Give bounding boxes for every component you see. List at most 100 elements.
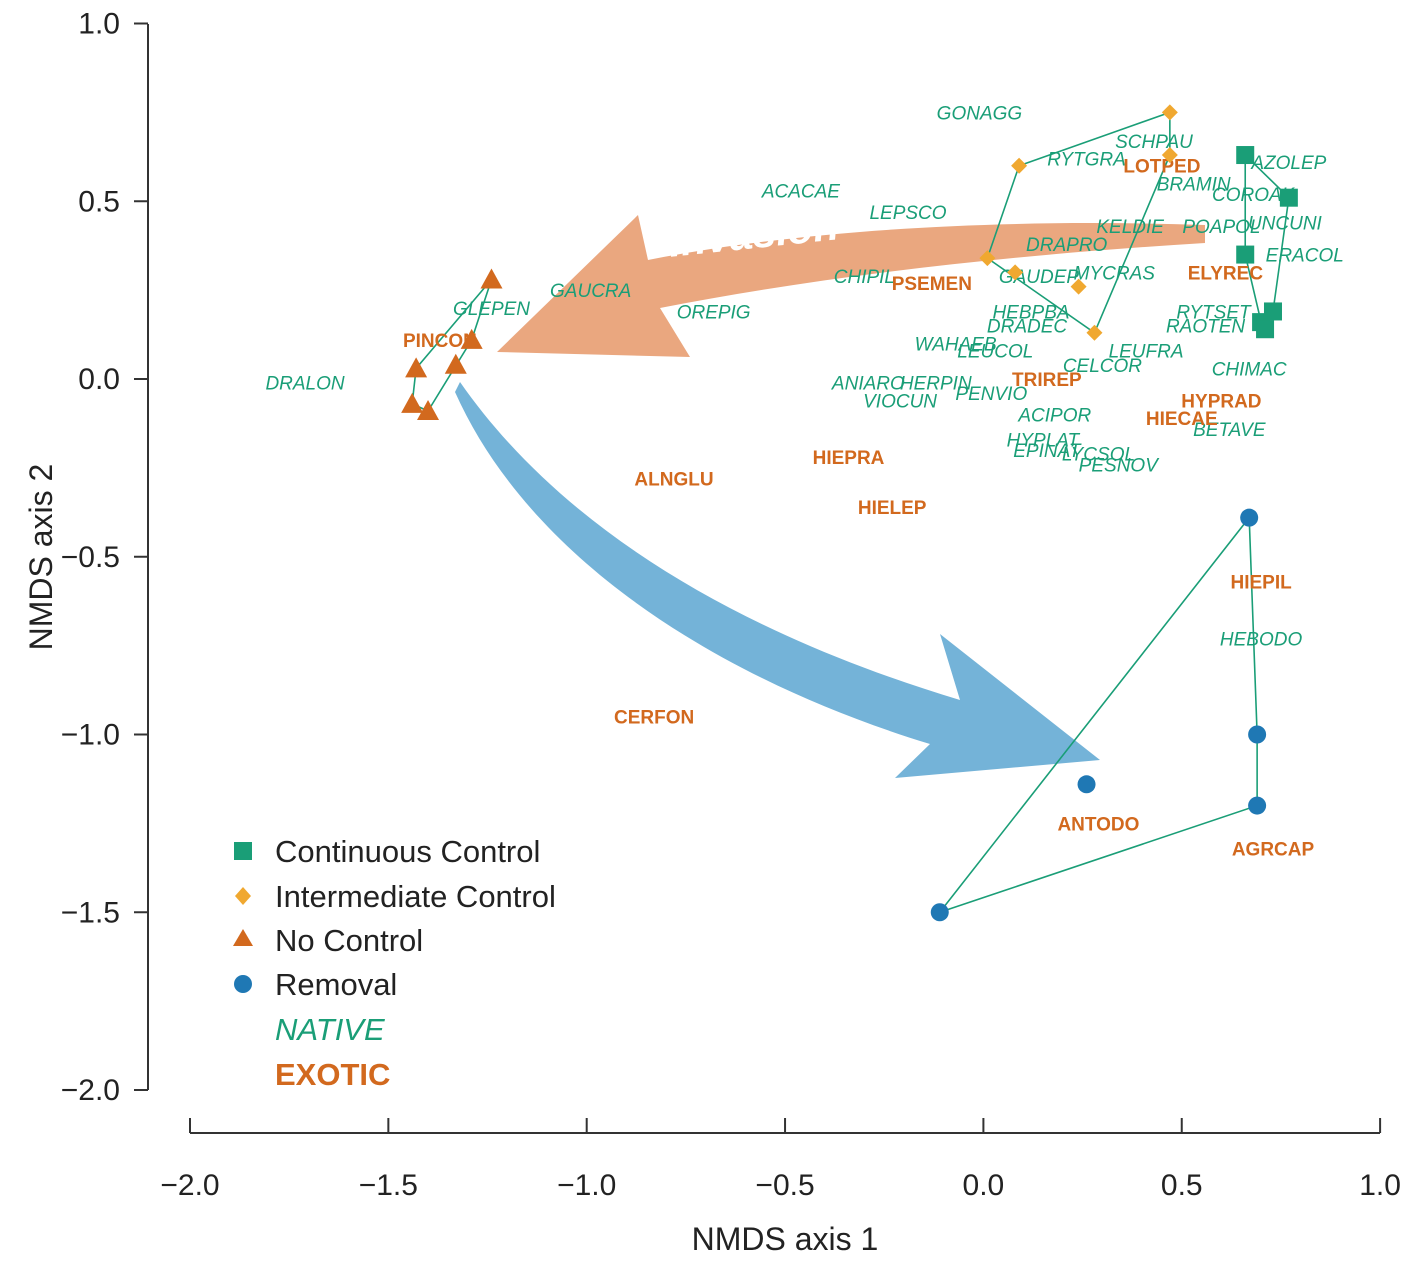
point-continuous-control bbox=[1236, 245, 1255, 264]
exotic-species-label: HIEPRA bbox=[813, 448, 885, 469]
native-species-label: ACIPOR bbox=[1017, 406, 1091, 427]
exotic-species-label: PSEMEN bbox=[892, 274, 972, 295]
x-ticks: −2.0 −1.5 −1.0 −0.5 0.0 0.5 1.0 bbox=[160, 1118, 1401, 1202]
native-species-label: CHIMAC bbox=[1212, 359, 1287, 380]
point-intermediate-control bbox=[979, 250, 996, 267]
legend-label-removal: Removal bbox=[275, 967, 397, 1002]
native-species-label: WAHAEB bbox=[915, 334, 997, 355]
native-species-label: CELCOR bbox=[1063, 356, 1142, 377]
native-species-label: GAUCRA bbox=[550, 281, 631, 302]
native-species-label: ACACAE bbox=[761, 182, 840, 203]
exotic-species-label: ANTODO bbox=[1057, 814, 1139, 835]
native-species-label: OREPIG bbox=[677, 302, 751, 323]
native-species-label: HEBPBA bbox=[992, 302, 1069, 323]
native-species-label: RAOTEN bbox=[1166, 317, 1245, 338]
x-tick-label: −2.0 bbox=[160, 1169, 219, 1202]
native-species-label: COROAK bbox=[1212, 185, 1296, 206]
point-continuous-control bbox=[1279, 188, 1298, 207]
legend-label-native: NATIVE bbox=[275, 1012, 385, 1047]
y-axis-title: NMDS axis 2 bbox=[23, 464, 59, 651]
x-tick-label: 1.0 bbox=[1359, 1169, 1401, 1202]
y-tick-label: −2.0 bbox=[61, 1074, 120, 1107]
native-species-label: RYTSET bbox=[1176, 302, 1252, 323]
legend-marker-intermediate bbox=[235, 887, 251, 905]
legend-label-nocontrol: No Control bbox=[275, 923, 423, 958]
y-tick-label: 0.0 bbox=[78, 363, 120, 396]
point-removal bbox=[1248, 725, 1267, 744]
exotic-species-label: TRIREP bbox=[1012, 370, 1082, 391]
legend-marker-continuous bbox=[234, 842, 252, 860]
native-species-label: EPINAT bbox=[1013, 441, 1082, 462]
point-continuous-control bbox=[1263, 302, 1282, 321]
legend: Continuous Control Intermediate Control … bbox=[233, 834, 556, 1092]
native-species-label: UNCUNI bbox=[1248, 214, 1323, 235]
point-no-control bbox=[444, 353, 467, 374]
point-no-control bbox=[480, 268, 503, 289]
native-species-label: CHIPIL bbox=[834, 267, 895, 288]
hull-diamond bbox=[986, 111, 1171, 335]
exotic-species-label: HYPRAD bbox=[1181, 391, 1261, 412]
native-species-label: VIOCUN bbox=[863, 391, 937, 412]
point-intermediate-control bbox=[1161, 104, 1178, 121]
native-species-label: HERPIN bbox=[900, 374, 972, 395]
legend-marker-nocontrol bbox=[233, 929, 253, 946]
native-species-label: LEUCOL bbox=[957, 342, 1033, 363]
y-tick-label: −1.0 bbox=[61, 719, 120, 752]
x-tick-label: −1.5 bbox=[359, 1169, 418, 1202]
native-species-label: SCHPAU bbox=[1115, 132, 1193, 153]
exotic-species-label: PINCON bbox=[403, 331, 477, 352]
point-removal bbox=[1248, 796, 1267, 815]
point-removal bbox=[930, 903, 949, 922]
native-species-label: POAPOL bbox=[1182, 217, 1260, 238]
native-species-label: BETAVE bbox=[1193, 420, 1266, 441]
y-tick-label: 0.5 bbox=[78, 185, 120, 218]
removal-arrow bbox=[455, 382, 1100, 778]
exotic-species-label: LOTPED bbox=[1123, 157, 1200, 178]
legend-marker-removal bbox=[234, 975, 252, 993]
y-tick-label: −0.5 bbox=[61, 541, 120, 574]
native-species-label: DRAPRO bbox=[1026, 235, 1108, 256]
native-species-label: PESNOV bbox=[1079, 455, 1161, 476]
point-intermediate-control bbox=[1070, 278, 1087, 295]
point-intermediate-control bbox=[1011, 157, 1028, 174]
native-species-label: PENVIO bbox=[955, 384, 1027, 405]
exotic-species-label: ALNGLU bbox=[634, 470, 713, 491]
x-tick-label: −1.0 bbox=[557, 1169, 616, 1202]
native-species-label: RYTGRA bbox=[1047, 150, 1125, 171]
exotic-species-label: HIECAE bbox=[1146, 409, 1218, 430]
point-no-control bbox=[401, 392, 424, 413]
point-no-control bbox=[460, 328, 483, 349]
y-ticks: 1.0 0.5 0.0 −0.5 −1.0 −1.5 −2.0 bbox=[61, 8, 148, 1107]
native-species-label: ERACOL bbox=[1266, 246, 1344, 267]
invasion-arrow bbox=[497, 215, 1205, 357]
point-continuous-control bbox=[1236, 146, 1255, 165]
site-points bbox=[401, 104, 1298, 922]
native-species-label: GLEPEN bbox=[453, 299, 530, 320]
point-removal bbox=[1077, 775, 1096, 794]
native-species-label: MYCRAS bbox=[1074, 263, 1156, 284]
y-tick-label: −1.5 bbox=[61, 896, 120, 929]
native-species-label: LEUFRA bbox=[1109, 342, 1184, 363]
exotic-species-labels: LOTPED PSEMEN ELYREC PINCON TRIREP HYPRADHIEC… bbox=[403, 157, 1315, 861]
point-intermediate-control bbox=[1086, 324, 1103, 341]
x-tick-label: 0.0 bbox=[963, 1169, 1005, 1202]
exotic-species-label: CERFON bbox=[614, 708, 694, 729]
point-continuous-control bbox=[1256, 320, 1275, 339]
x-tick-label: −0.5 bbox=[755, 1169, 814, 1202]
point-intermediate-control bbox=[1161, 147, 1178, 164]
axes: 1.0 0.5 0.0 −0.5 −1.0 −1.5 −2.0 −2.0 −1.5 −1.0 −0… bbox=[23, 8, 1401, 1258]
native-species-label: BRAMIN bbox=[1157, 174, 1231, 195]
y-tick-label: 1.0 bbox=[78, 8, 120, 41]
exotic-species-label: ELYREC bbox=[1188, 263, 1264, 284]
point-no-control bbox=[417, 399, 440, 420]
native-species-label: LEPSCO bbox=[869, 203, 946, 224]
native-species-label: ANIARO bbox=[831, 374, 905, 395]
native-species-label: GONAGG bbox=[937, 103, 1023, 124]
legend-label-continuous: Continuous Control bbox=[275, 834, 540, 869]
exotic-species-label: HIELEP bbox=[858, 498, 927, 519]
x-tick-label: 0.5 bbox=[1161, 1169, 1203, 1202]
legend-label-exotic: EXOTIC bbox=[275, 1057, 390, 1092]
exotic-species-label: AGRCAP bbox=[1232, 839, 1315, 860]
